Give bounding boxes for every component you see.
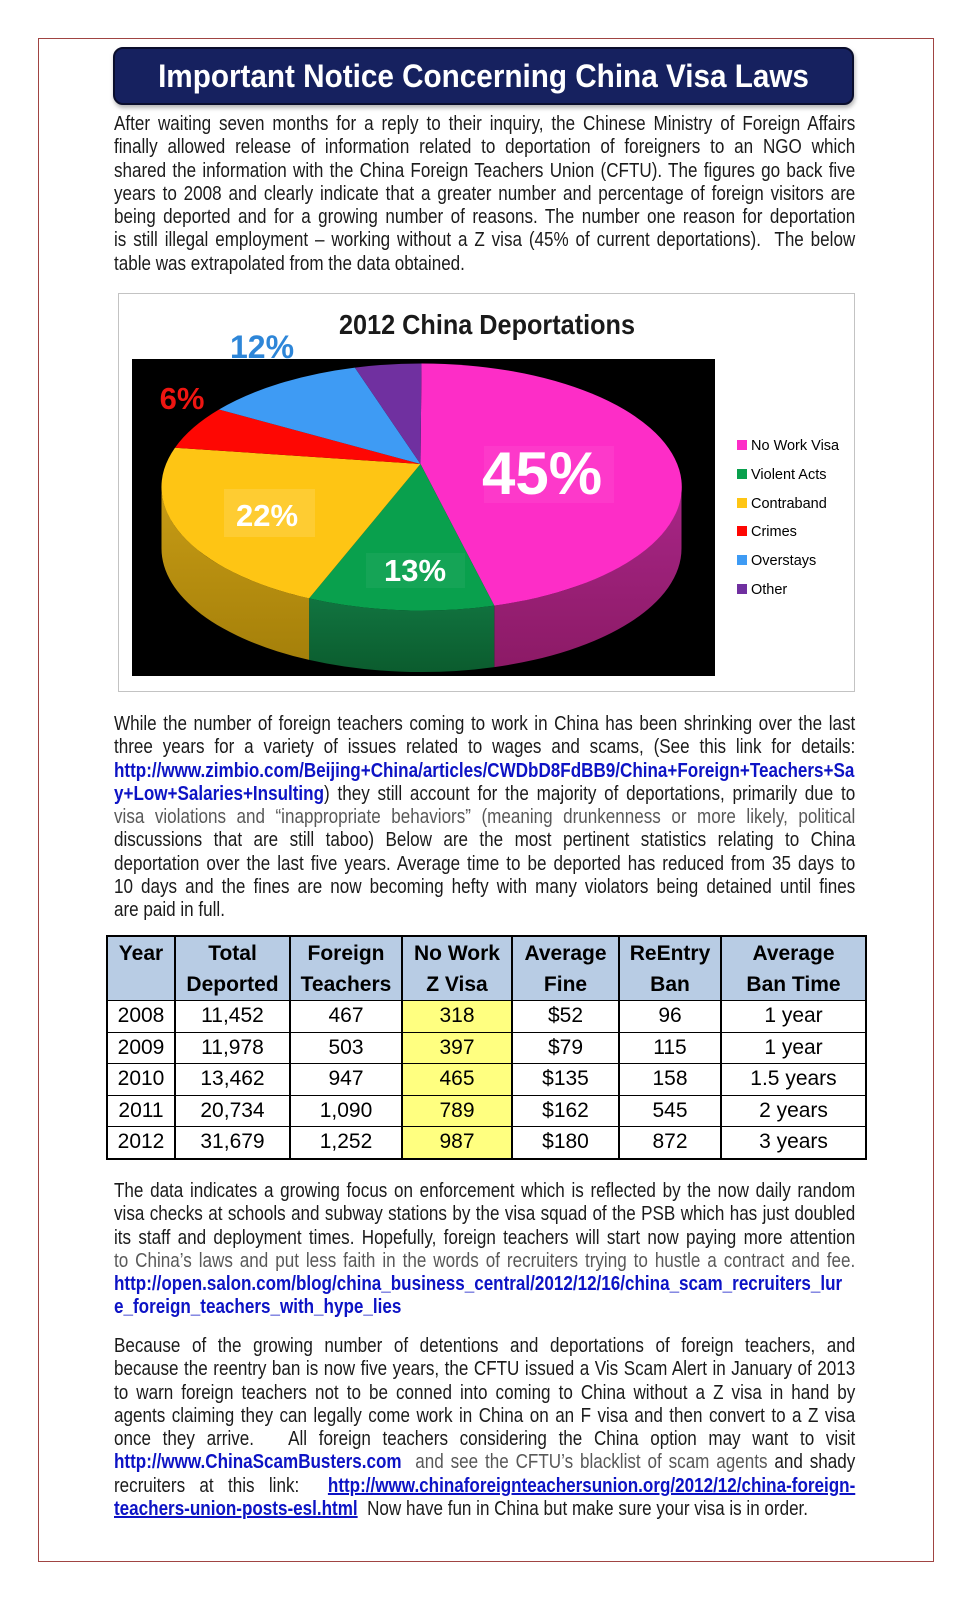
svg-text:Violent Acts: Violent Acts <box>751 467 827 483</box>
svg-text:6%: 6% <box>160 381 205 416</box>
svg-text:45%: 45% <box>482 440 602 507</box>
svg-text:13%: 13% <box>384 553 446 588</box>
svg-text:12%: 12% <box>230 329 294 365</box>
svg-text:Crimes: Crimes <box>751 524 797 540</box>
svg-text:Other: Other <box>751 582 787 598</box>
svg-text:Contraband: Contraband <box>751 496 827 512</box>
svg-text:No Work Visa: No Work Visa <box>751 438 840 454</box>
svg-text:2012 China Deportations: 2012 China Deportations <box>339 309 635 340</box>
svg-text:22%: 22% <box>236 498 298 533</box>
svg-text:Overstays: Overstays <box>751 553 816 569</box>
